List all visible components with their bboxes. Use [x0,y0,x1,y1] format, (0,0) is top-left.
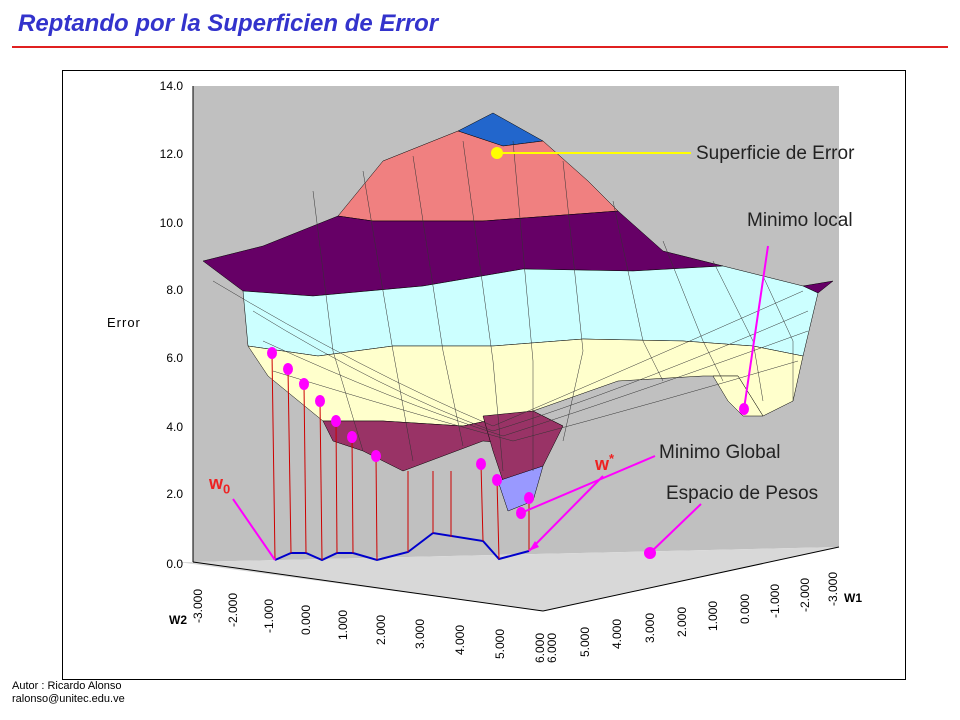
w1-tick: 3.000 [643,612,657,643]
w2-tick: 0.000 [299,604,313,635]
w2-tick: 1.000 [336,609,350,640]
w2-tick: 3.000 [413,618,427,649]
w1-tick: -1.000 [768,583,782,618]
footer: Autor : Ricardo Alonso ralonso@unitec.ed… [12,680,125,706]
w0-sub: 0 [223,481,231,497]
floor [178,547,839,611]
callout-global-min [520,455,656,514]
y-tick: 0.0 [166,557,183,571]
y-tick: 14.0 [159,79,183,93]
annotation-weight-space: Espacio de Pesos [666,483,819,504]
surface-plot: Error 14.0 12.0 10.0 8.0 6.0 4.0 2.0 0.0… [62,70,906,680]
w1-tick: 5.000 [578,626,592,657]
w1-axis-label: W1 [844,591,862,605]
w0-label: w0 [209,473,230,497]
callout-w0 [232,498,276,561]
w1-tick: 6.000 [545,632,559,663]
w1-tick: -2.000 [798,577,812,612]
wstar-base: w [595,454,610,474]
drop-lines [271,352,530,561]
w1-tick: 1.000 [706,600,720,631]
y-tick: 12.0 [159,147,183,161]
footer-author: Autor : Ricardo Alonso [12,680,122,692]
annotation-surface: Superficie de Error [696,143,855,164]
callout-local-min [743,245,769,410]
y-tick: 8.0 [166,283,183,297]
y-tick: 2.0 [166,487,183,501]
callout-wstar [528,475,604,552]
footer-email: ralonso@unitec.edu.ve [12,693,125,705]
w1-tick: 2.000 [675,606,689,637]
weight-path [274,531,530,562]
y-tick: 4.0 [166,420,183,434]
wstar-label: w* [595,451,614,475]
w2-tick: -1.000 [262,598,276,633]
w2-tick: 5.000 [493,628,507,659]
w2-tick: -3.000 [191,588,205,623]
w2-tick: 4.000 [453,624,467,655]
w2-tick: -2.000 [226,592,240,627]
surface-mesh [212,140,809,472]
y-axis-label: Error [107,315,141,330]
title-divider [12,46,948,48]
surface-plot-svg [178,86,840,612]
page-title: Reptando por la Superficien de Error [18,10,439,37]
w2-axis-label: W2 [169,613,187,627]
callout-weight-space [649,503,702,554]
w1-tick: -3.000 [826,571,840,606]
wstar-sup: * [609,451,615,466]
descent-markers [267,347,749,559]
y-tick: 10.0 [159,216,183,230]
annotation-global-min: Minimo Global [659,442,781,463]
w0-base: w [209,473,224,493]
annotation-local-min: Minimo local [747,210,853,231]
y-tick: 6.0 [166,351,183,365]
w2-tick: 2.000 [374,614,388,645]
w1-tick: 4.000 [610,618,624,649]
band-cream-right-pit [712,375,764,417]
w1-tick: 0.000 [738,593,752,624]
